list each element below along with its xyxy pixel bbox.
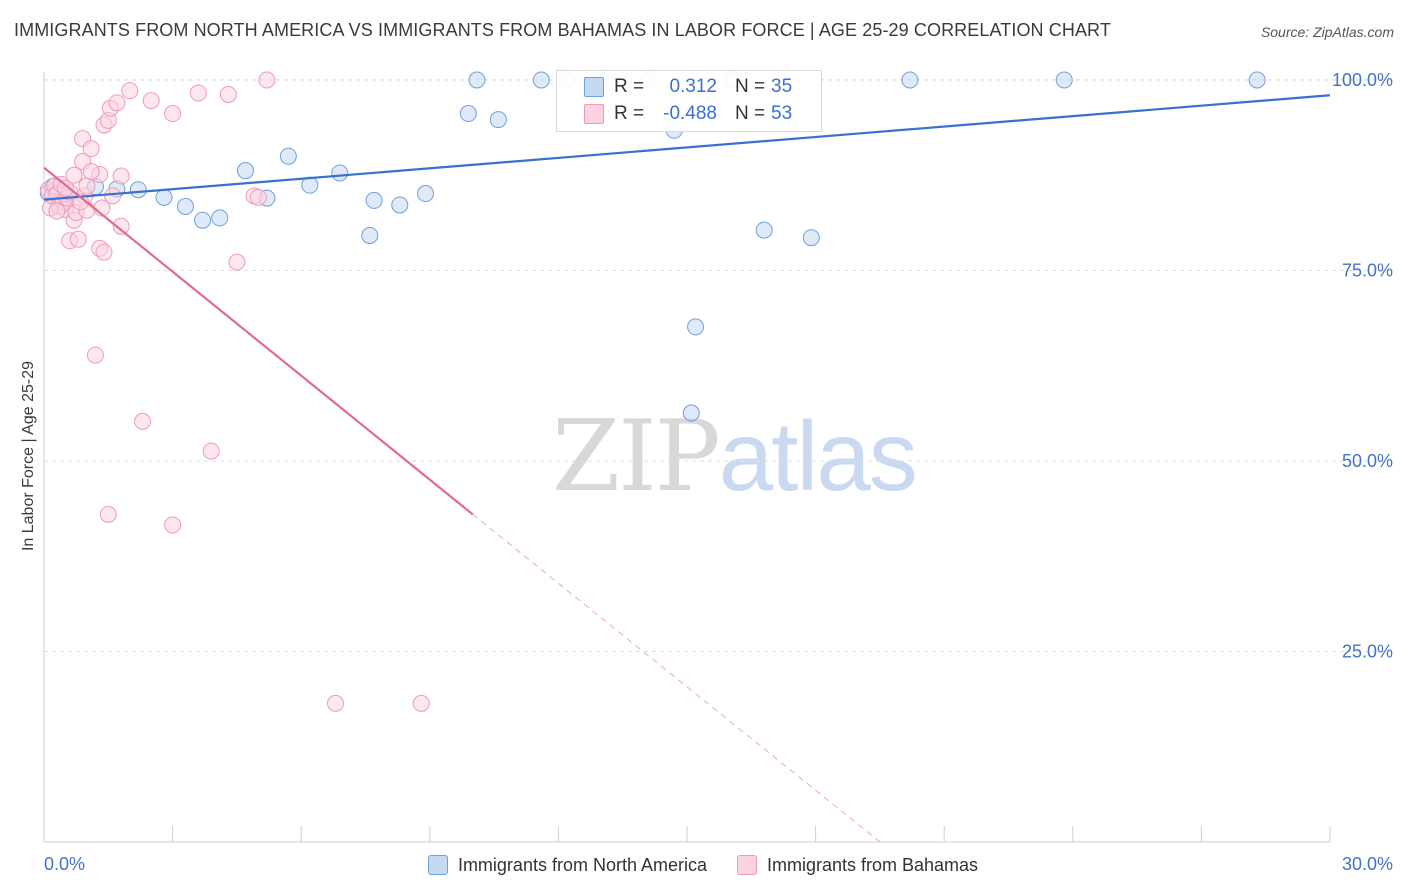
legend-swatch-north-america [427,855,448,875]
x-tick-label: 30.0% [1342,854,1393,874]
stats-swatch-bahamas [584,104,604,124]
trendline-bahamas [43,166,474,516]
point-north-america [755,221,773,239]
chart-legend: Immigrants from North America Immigrants… [0,850,1406,880]
legend-label: Immigrants from North America [457,854,707,875]
point-north-america [194,211,212,229]
point-bahamas [65,166,83,184]
x-tick-label: 0.0% [44,854,85,874]
point-bahamas [219,85,237,103]
n-value: 53 [771,103,793,124]
point-bahamas [142,92,160,110]
point-bahamas [86,346,104,364]
point-bahamas [78,177,96,195]
trendline-north-america [43,94,1331,201]
point-bahamas [228,253,246,271]
point-bahamas [134,412,152,430]
point-bahamas [326,694,344,712]
point-north-america [155,188,173,206]
point-north-america [331,164,349,182]
chart-title: IMMIGRANTS FROM NORTH AMERICA VS IMMIGRA… [14,20,1111,40]
point-bahamas [164,516,182,534]
r-label: R = [614,103,645,124]
n-label: N = [735,76,766,97]
legend-label: Immigrants from Bahamas [767,854,979,875]
stats-swatch-north-america [584,77,604,97]
point-north-america [532,71,550,89]
n-label: N = [735,103,766,124]
point-north-america [365,191,383,209]
point-north-america [129,181,147,199]
point-bahamas [69,230,87,248]
point-bahamas [95,243,113,261]
y-tick-label: 25.0% [1342,642,1393,662]
point-north-america [236,162,254,180]
point-north-america [687,318,705,336]
point-bahamas [189,84,207,102]
point-bahamas [258,71,276,89]
watermark-atlas: atlas [718,401,918,511]
point-north-america [901,71,919,89]
point-bahamas [82,162,100,180]
r-value: -0.488 [663,103,717,124]
point-north-america [279,147,297,165]
n-value: 35 [771,76,793,97]
point-bahamas [112,217,130,235]
point-bahamas [121,82,139,100]
legend-item-north-america[interactable]: Immigrants from North America [427,850,707,880]
legend-swatch-bahamas [737,855,757,875]
point-bahamas [82,140,100,158]
point-north-america [211,209,229,227]
point-bahamas [412,694,430,712]
r-label: R = [614,76,645,97]
point-bahamas [164,105,182,123]
point-bahamas [108,94,126,112]
correlation-stats-box: R = 0.312 N = 35 R = -0.488 N = 53 [556,70,822,132]
y-tick-label: 75.0% [1342,261,1393,281]
point-bahamas [249,188,267,206]
point-bahamas [56,179,74,197]
point-north-america [176,197,194,215]
point-north-america [682,404,700,422]
point-north-america [459,105,477,123]
y-tick-label: 100.0% [1332,70,1393,90]
point-north-america [489,111,507,129]
point-bahamas [202,442,220,460]
point-north-america [802,229,820,247]
point-bahamas [112,167,130,185]
trendline-bahamas-extension [472,513,881,843]
point-north-america [1055,71,1073,89]
point-bahamas [104,187,122,205]
point-bahamas [48,202,66,220]
legend-item-bahamas[interactable]: Immigrants from Bahamas [737,850,978,880]
point-north-america [391,196,409,214]
point-bahamas [99,505,117,523]
source-credit: Source: ZipAtlas.com [1260,24,1394,40]
point-north-america [417,185,435,203]
point-north-america [468,71,486,89]
y-tick-label: 50.0% [1342,451,1393,471]
point-north-america [1248,71,1266,89]
point-north-america [361,226,379,244]
r-value: 0.312 [669,76,717,97]
